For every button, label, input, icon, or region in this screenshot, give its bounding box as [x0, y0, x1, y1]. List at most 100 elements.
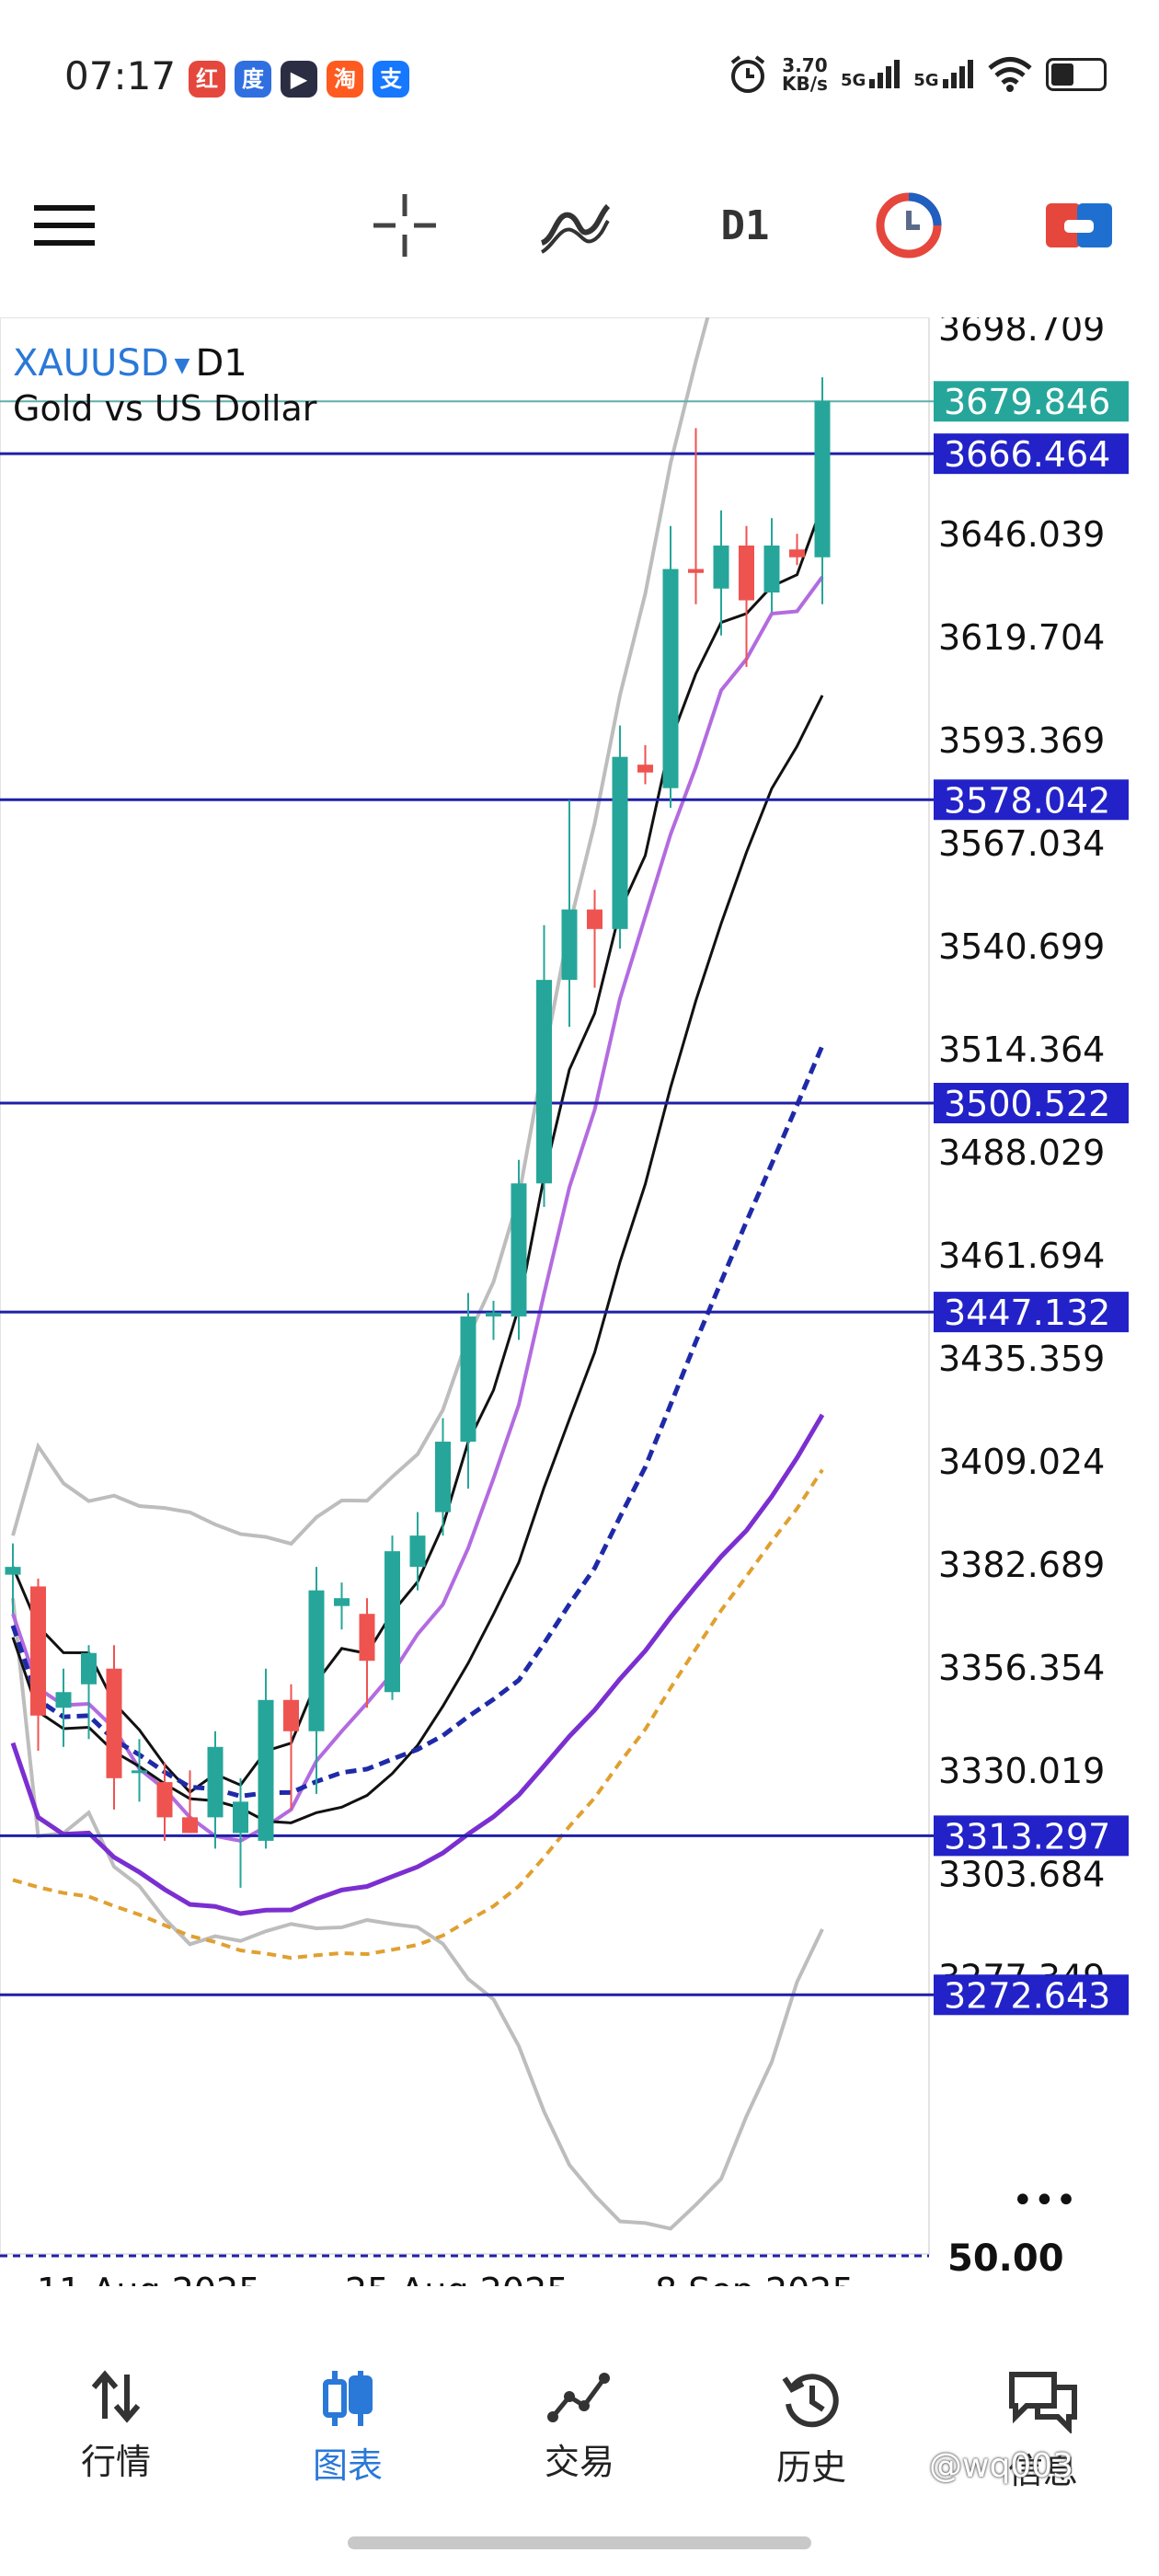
crosshair-button[interactable]: [366, 175, 443, 276]
candle-body: [486, 1312, 501, 1317]
price-axis-label: 3698.709: [938, 317, 1105, 349]
crosshair-icon: [373, 194, 436, 257]
menu-button[interactable]: [28, 175, 101, 276]
subwindow-value: 50.00: [947, 2237, 1064, 2280]
one-click-trading-button[interactable]: [870, 175, 947, 276]
candle-body: [713, 545, 729, 589]
app-icon-baidu: 度: [235, 61, 271, 98]
candle-body: [384, 1551, 400, 1693]
timeframe-button[interactable]: D1: [704, 175, 786, 276]
level-price-tag: [934, 1974, 1129, 2016]
level-price-label: 3313.297: [944, 1816, 1110, 1857]
objects-button[interactable]: [1038, 175, 1120, 276]
level-price-tag: [934, 1083, 1129, 1124]
candle-body: [814, 400, 831, 558]
candle: [435, 1418, 451, 1536]
symbol-description: Gold vs US Dollar: [13, 388, 317, 429]
candle-body: [156, 1782, 173, 1818]
price-axis-label: 3593.369: [938, 720, 1105, 761]
app-icon-alipay: 支: [373, 61, 409, 98]
candle-body: [283, 1699, 299, 1731]
symbol-dropdown-icon[interactable]: ▼: [174, 353, 190, 377]
date-axis-label: 11 Aug 2025: [37, 2271, 260, 2286]
candle: [207, 1731, 224, 1849]
candle: [258, 1668, 274, 1849]
candle: [713, 510, 729, 636]
level-price-tag: [934, 1292, 1129, 1333]
level-price-tag: [934, 779, 1129, 821]
candle: [233, 1777, 248, 1888]
symbol-info[interactable]: XAUUSD ▼ D1 Gold vs US Dollar: [13, 342, 316, 429]
candle-body: [30, 1586, 46, 1716]
current-price-tag: [934, 381, 1129, 422]
price-axis-label: 3303.684: [938, 1854, 1105, 1894]
bollinger-lower: [11, 1597, 824, 2231]
candle: [561, 799, 578, 1028]
candle: [486, 1300, 501, 1340]
candle-body: [359, 1614, 375, 1662]
home-indicator[interactable]: [348, 2536, 811, 2549]
notification-app-icons: 红度 ▶ 淘支: [189, 61, 409, 98]
candle: [283, 1684, 299, 1810]
candle: [55, 1668, 72, 1747]
candle-body: [511, 1183, 527, 1317]
candle: [662, 525, 679, 808]
candle-body: [233, 1801, 248, 1834]
price-chart[interactable]: 3725.0443698.7093646.0393619.7043593.369…: [0, 43, 1159, 2311]
candle-body: [561, 909, 578, 981]
ma-purple: [10, 1413, 825, 1916]
more-dots-icon[interactable]: •••: [1012, 2179, 1077, 2222]
bollinger-upper: [11, 43, 824, 1547]
nav-quotes[interactable]: 行情: [0, 2332, 232, 2507]
candle-body: [207, 1746, 224, 1818]
status-bar: 07:17 红度 ▶ 淘支 3.70 KB/s 5G 5G: [0, 0, 1159, 156]
candle-body: [409, 1535, 426, 1568]
chart-svg[interactable]: 3725.0443698.7093646.0393619.7043593.369…: [0, 43, 1159, 2311]
candle-body: [258, 1699, 274, 1841]
chart-icon: [323, 2371, 373, 2426]
hamburger-icon: [34, 205, 95, 246]
price-axis-label: 3567.034: [938, 823, 1105, 864]
nav-messages[interactable]: 信息: [927, 2332, 1159, 2507]
candle-body: [55, 1692, 72, 1708]
candle-body: [587, 909, 602, 929]
history-icon: [782, 2374, 839, 2428]
nav-history[interactable]: 历史: [695, 2332, 927, 2507]
candle-body: [132, 1770, 147, 1774]
price-axis-label: 3330.019: [938, 1751, 1105, 1791]
symbol-timeframe: D1: [195, 342, 247, 385]
candle: [814, 377, 831, 604]
objects-icon: [1046, 203, 1112, 247]
candle: [106, 1645, 122, 1810]
status-right: 3.70 KB/s 5G 5G: [727, 53, 1107, 96]
level-price-tag: [934, 433, 1129, 475]
nav-trade[interactable]: 交易: [464, 2332, 695, 2507]
candle-body: [763, 545, 780, 593]
candle: [81, 1645, 97, 1740]
candle-body: [789, 549, 805, 558]
candle: [612, 725, 628, 949]
candle-body: [106, 1668, 122, 1778]
candle: [5, 1543, 21, 1615]
nav-chart[interactable]: 图表: [232, 2332, 464, 2507]
indicators-button[interactable]: [534, 175, 616, 276]
signal-bars-icon: [942, 60, 973, 88]
current-price-label: 3679.846: [944, 382, 1110, 422]
timeframe-label: D1: [720, 201, 770, 249]
status-time: 07:17: [64, 53, 177, 98]
level-price-label: 3447.132: [944, 1293, 1110, 1333]
candle: [308, 1567, 325, 1794]
candle: [511, 1159, 527, 1340]
trade-icon: [547, 2373, 610, 2422]
candle-body: [460, 1316, 476, 1443]
candle-body: [334, 1598, 350, 1606]
candle: [763, 518, 780, 613]
candle-body: [739, 545, 754, 601]
candle: [30, 1578, 46, 1752]
price-axis-label: 3646.039: [938, 514, 1105, 555]
symbol-name[interactable]: XAUUSD: [13, 342, 169, 385]
indicators-icon: [540, 203, 611, 254]
plot-area[interactable]: [0, 316, 930, 2255]
network-speed: 3.70 KB/s: [782, 54, 828, 95]
ma-black-slow: [11, 695, 824, 1824]
